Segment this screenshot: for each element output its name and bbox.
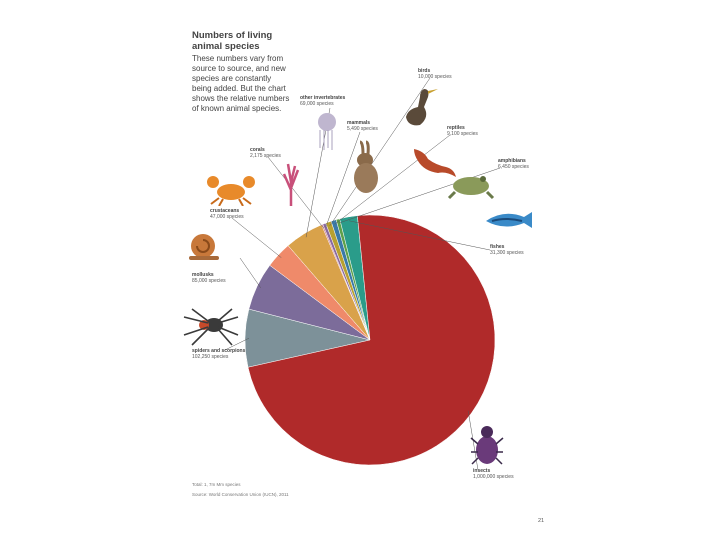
crab-icon [207, 176, 255, 206]
intro-text: These numbers vary from source to source… [192, 54, 290, 113]
label-count: 10,000 species [418, 74, 452, 80]
coral-icon [282, 163, 300, 206]
jellyfish-icon [318, 113, 336, 150]
spider-icon [183, 308, 239, 346]
label-name: corals [250, 147, 265, 153]
label-amphibians: amphibians 6,450 species [498, 158, 529, 170]
page-number: 21 [538, 518, 545, 524]
snail-icon [189, 234, 219, 260]
chart-title: Numbers of living animal species [192, 30, 273, 52]
label-count: 6,450 species [498, 164, 529, 170]
label-name: fishes [490, 244, 505, 250]
label-name: insects [473, 468, 491, 474]
label-count: 31,300 species [490, 250, 524, 256]
leader-line-mammals [325, 131, 361, 228]
label-name: birds [418, 68, 431, 74]
label-mollusks: mollusks 85,000 species [192, 272, 226, 284]
label-fishes: fishes 31,300 species [490, 244, 524, 256]
leader-line-fishes [349, 220, 491, 251]
label-count: 47,000 species [210, 214, 244, 220]
rabbit-icon [354, 140, 378, 193]
label-spiders-scorpions: spiders and scorpions 102,250 species [192, 348, 252, 360]
label-count: 102,250 species [192, 354, 229, 360]
label-count: 5,490 species [347, 126, 378, 132]
label-mammals: mammals 5,490 species [347, 120, 378, 132]
fish-icon [486, 212, 532, 228]
label-count: 85,000 species [192, 278, 226, 284]
label-name: other invertebrates [300, 95, 346, 101]
leader-line-mollusks [239, 257, 261, 289]
leader-line-birds [329, 77, 431, 227]
label-birds: birds 10,000 species [418, 68, 452, 80]
label-name: reptiles [447, 125, 465, 131]
label-corals: corals 2,175 species [250, 147, 281, 159]
footnote-source: Source: World Conservation Union (IUCN),… [192, 492, 289, 497]
label-crustaceans: crustaceans 47,000 species [210, 208, 244, 220]
label-count: 9,100 species [447, 131, 478, 137]
label-name: mollusks [192, 272, 214, 278]
label-name: spiders and scorpions [192, 348, 246, 354]
pie-slice-insects [247, 214, 496, 466]
bird-icon [406, 89, 438, 126]
label-other-invertebrates: other invertebrates 69,000 species [300, 95, 345, 107]
lizard-icon [414, 149, 456, 177]
beetle-icon [470, 426, 504, 465]
footnote-total: Total: 1, 7m Mm species [192, 482, 241, 487]
leader-line-crustaceans [231, 217, 282, 258]
label-name: crustaceans [210, 208, 240, 214]
label-count: 69,000 species [300, 101, 334, 107]
label-name: amphibians [498, 158, 526, 164]
label-count: 1,000,000 species [473, 474, 514, 480]
label-reptiles: reptiles 9,100 species [447, 125, 478, 137]
leader-line-corals [267, 156, 324, 229]
label-name: mammals [347, 120, 371, 126]
leader-line-reptiles [334, 134, 451, 225]
leader-lines [224, 77, 501, 471]
frog-icon [447, 176, 495, 200]
leader-line-spiders-and-scorpions [224, 337, 250, 351]
label-count: 2,175 species [250, 153, 281, 159]
label-insects: insects 1,000,000 species [473, 468, 514, 480]
pie-slices [244, 214, 496, 466]
